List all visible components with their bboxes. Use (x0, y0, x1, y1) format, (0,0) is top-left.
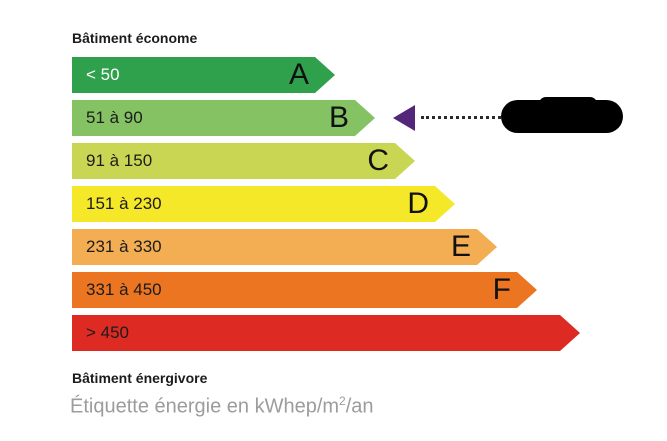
caption-superscript: 2 (339, 394, 346, 408)
energy-bar-arrow: 51 à 90 B (72, 100, 375, 136)
caption: Étiquette énergie en kWhep/m2/an (70, 394, 374, 419)
energy-bar-row-b: 51 à 90 B (72, 97, 652, 136)
energy-bar-row-g: > 450 (72, 315, 652, 351)
energy-bar-arrow: > 450 (72, 315, 580, 351)
caption-suffix: /an (345, 395, 374, 418)
energy-range-label: > 450 (86, 323, 130, 342)
energy-bar-arrow: 331 à 450 F (72, 272, 537, 308)
dotted-leader-line (421, 116, 501, 119)
energy-range-label: 51 à 90 (86, 108, 143, 127)
energy-bar-arrow: 231 à 330 E (72, 229, 497, 265)
energy-class-letter: D (407, 187, 429, 220)
energy-range-label: 91 à 150 (86, 151, 153, 170)
energy-range-label: 231 à 330 (86, 237, 162, 256)
energy-bar-row-c: 91 à 150 C (72, 143, 652, 179)
energy-range-label: < 50 (86, 65, 120, 84)
energy-bar-arrow: < 50 A (72, 57, 335, 93)
energy-class-letter: C (367, 144, 389, 177)
caption-text: Étiquette énergie en kWhep/m (70, 395, 340, 418)
energy-bar-arrow: 91 à 150 C (72, 143, 415, 179)
energy-bar-row-d: 151 à 230 D (72, 186, 652, 222)
energy-class-letter: F (492, 273, 511, 306)
energy-intensive-building-label: Bâtiment énergivore (72, 370, 208, 386)
energy-class-letter: E (450, 230, 471, 263)
energy-bar-row-e: 231 à 330 E (72, 229, 652, 265)
energy-class-letter: A (288, 58, 309, 91)
economical-building-label: Bâtiment économe (72, 30, 198, 46)
energy-range-label: 151 à 230 (86, 194, 162, 213)
energy-bar-arrow: 151 à 230 D (72, 186, 455, 222)
energy-bar-row-a: < 50 A (72, 57, 652, 93)
energy-bar-row-f: 331 à 450 F (72, 272, 652, 308)
rating-marker-arrow-icon (393, 105, 415, 131)
energy-range-label: 331 à 450 (86, 280, 162, 299)
energy-class-letter: B (328, 101, 349, 134)
energy-bars: < 50 A 51 à 90 B 91 à 150 C 151 à 230 D 231 à 33… (72, 57, 652, 358)
redacted-value-blob (501, 97, 623, 133)
